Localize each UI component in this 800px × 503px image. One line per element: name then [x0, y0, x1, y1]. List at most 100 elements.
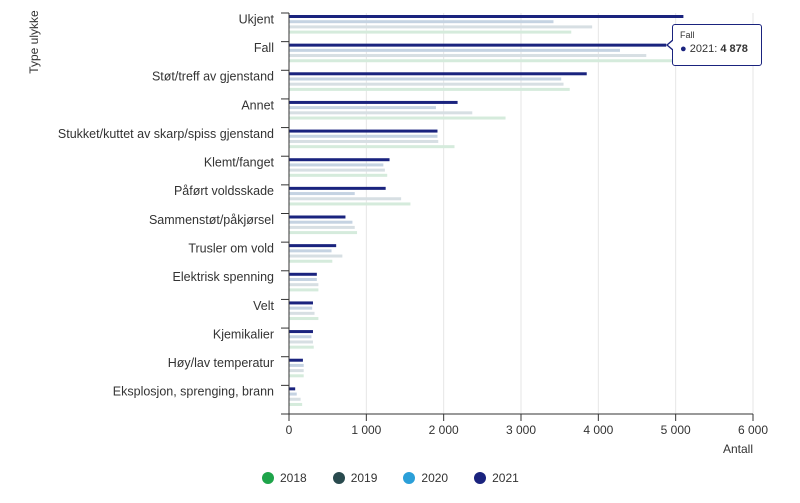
tooltip-row: ● 2021: 4 878 [680, 43, 754, 55]
bar-2020-5[interactable] [289, 163, 384, 167]
bar-2018-4[interactable] [289, 145, 455, 149]
category-label-10: Velt [253, 299, 274, 313]
category-label-6: Påført voldsskade [174, 184, 274, 198]
bar-2020-13[interactable] [289, 392, 297, 396]
tooltip-series-label: 2021: [689, 43, 718, 55]
bar-2019-9[interactable] [289, 283, 319, 287]
legend-label-2021: 2021 [492, 471, 519, 485]
bar-2021-5[interactable] [289, 158, 390, 162]
bar-2020-9[interactable] [289, 277, 317, 281]
bar-2019-7[interactable] [289, 225, 355, 229]
x-tick-label-6: 6 000 [738, 423, 768, 437]
bar-2020-0[interactable] [289, 20, 554, 24]
bar-2020-6[interactable] [289, 192, 355, 196]
tooltip-bullet-icon: ● [680, 43, 687, 55]
category-label-5: Klemt/fanget [204, 156, 275, 170]
axes [281, 12, 754, 421]
category-label-7: Sammenstøt/påkjørsel [149, 213, 274, 227]
bar-2020-3[interactable] [289, 106, 436, 110]
x-tick-label-1: 1 000 [351, 423, 381, 437]
bar-2018-8[interactable] [289, 259, 333, 263]
bar-2020-10[interactable] [289, 306, 313, 310]
bar-2020-1[interactable] [289, 48, 620, 52]
bar-2019-12[interactable] [289, 369, 304, 373]
legend-item-2021[interactable]: 2021 [474, 471, 519, 485]
bar-2021-13[interactable] [289, 387, 296, 391]
bar-2020-12[interactable] [289, 363, 304, 367]
bar-2018-12[interactable] [289, 374, 304, 378]
bar-2018-11[interactable] [289, 345, 314, 349]
tooltip-title: Fall [680, 30, 695, 40]
bar-2020-11[interactable] [289, 335, 312, 339]
bar-2020-4[interactable] [289, 134, 438, 138]
y-axis-title: Type ulykke [27, 10, 41, 74]
legend-item-2018[interactable]: 2018 [262, 471, 307, 485]
bar-2021-11[interactable] [289, 330, 313, 334]
category-label-4: Stukket/kuttet av skarp/spiss gjenstand [58, 127, 274, 141]
bar-2018-10[interactable] [289, 317, 319, 321]
bar-2020-8[interactable] [289, 249, 332, 253]
bar-2021-1[interactable] [289, 43, 667, 47]
bar-2019-3[interactable] [289, 111, 473, 115]
bar-2021-10[interactable] [289, 301, 313, 305]
bar-2018-13[interactable] [289, 402, 303, 406]
bar-2019-10[interactable] [289, 311, 315, 315]
category-labels: Ukjent Fall Støt/treff av gjenstand Annet St… [58, 12, 275, 398]
bar-2020-7[interactable] [289, 220, 353, 224]
bar-2018-2[interactable] [289, 87, 570, 91]
x-tick-label-3: 3 000 [506, 423, 536, 437]
bar-2018-0[interactable] [289, 30, 572, 34]
tooltip: Fall ● 2021: 4 878 [666, 24, 762, 66]
category-label-2: Støt/treff av gjenstand [152, 70, 274, 84]
bar-2018-9[interactable] [289, 288, 319, 292]
legend-dot-2021 [474, 472, 487, 484]
bar-2018-5[interactable] [289, 173, 388, 177]
bar-2021-2[interactable] [289, 72, 587, 76]
bar-2021-7[interactable] [289, 215, 346, 219]
bar-2018-7[interactable] [289, 231, 358, 235]
x-tick-label-0: 0 [286, 423, 293, 437]
legend-label-2019: 2019 [350, 471, 378, 485]
bar-2019-5[interactable] [289, 168, 385, 172]
bar-2019-11[interactable] [289, 340, 313, 344]
category-label-3: Annet [241, 98, 274, 112]
x-tick-label-5: 5 000 [661, 423, 691, 437]
bar-2019-4[interactable] [289, 139, 439, 143]
bar-2020-2[interactable] [289, 77, 562, 81]
bar-2019-13[interactable] [289, 397, 301, 401]
category-label-1: Fall [254, 41, 274, 55]
bar-2021-9[interactable] [289, 272, 317, 276]
bar-2021-8[interactable] [289, 244, 337, 248]
bar-2019-6[interactable] [289, 197, 402, 201]
category-label-13: Eksplosjon, sprenging, brann [113, 385, 274, 399]
bar-2018-3[interactable] [289, 116, 506, 120]
bar-2021-0[interactable] [289, 15, 684, 18]
x-tick-label-4: 4 000 [583, 423, 613, 437]
bar-2019-2[interactable] [289, 82, 564, 86]
bar-2021-12[interactable] [289, 358, 303, 362]
category-label-0: Ukjent [239, 12, 275, 26]
category-label-12: Høy/lav temperatur [168, 356, 274, 370]
legend-label-2020: 2020 [421, 471, 449, 485]
bar-2018-1[interactable] [289, 59, 688, 63]
x-tick-label-2: 2 000 [429, 423, 459, 437]
bar-2021-3[interactable] [289, 100, 458, 104]
tooltip-value: 4 878 [720, 43, 748, 55]
category-label-9: Elektrisk spenning [173, 270, 274, 284]
x-axis-title: Antall [723, 442, 753, 456]
legend-dot-2020 [403, 472, 416, 484]
legend-dot-2019 [332, 472, 345, 484]
bars [289, 15, 688, 406]
legend-item-2020[interactable]: 2020 [403, 471, 448, 485]
bar-2018-6[interactable] [289, 202, 411, 206]
legend-label-2018: 2018 [280, 471, 307, 485]
bar-2019-1[interactable] [289, 54, 647, 58]
bar-2021-4[interactable] [289, 129, 438, 133]
category-label-11: Kjemikalier [213, 327, 274, 341]
bar-2021-6[interactable] [289, 186, 386, 190]
legend-dot-2018 [262, 472, 274, 484]
bar-2019-8[interactable] [289, 254, 343, 258]
legend-item-2019[interactable]: 2019 [332, 471, 378, 485]
bar-2019-0[interactable] [289, 25, 593, 29]
